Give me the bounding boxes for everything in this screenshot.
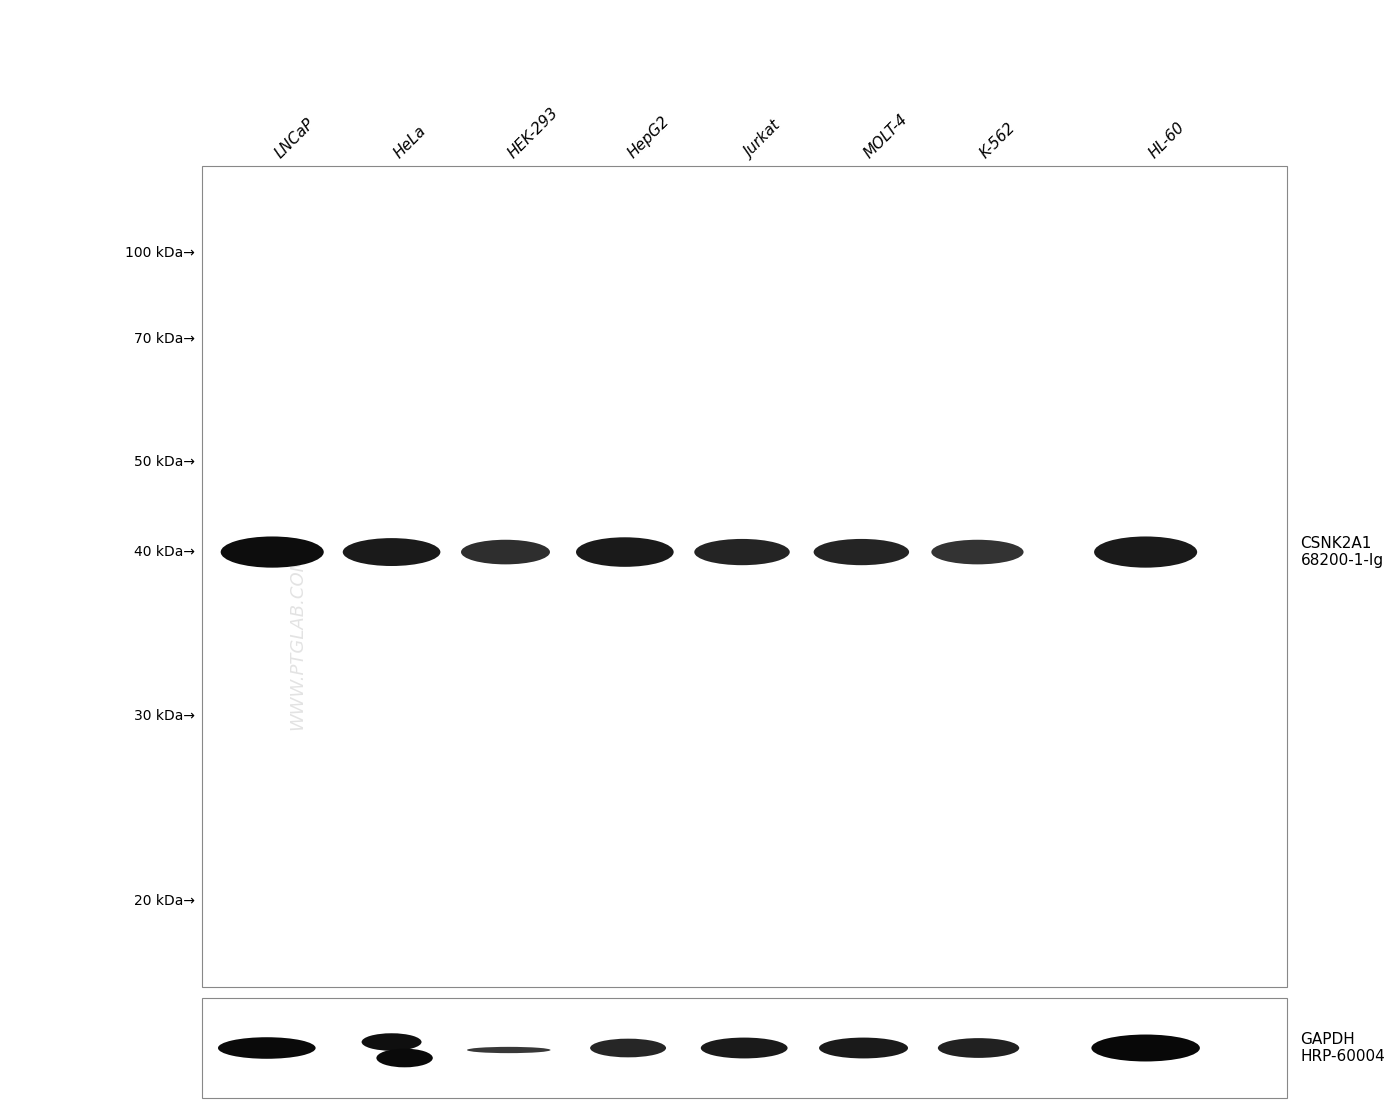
Ellipse shape	[362, 1034, 421, 1050]
Ellipse shape	[694, 539, 790, 566]
Ellipse shape	[932, 540, 1024, 564]
Ellipse shape	[576, 537, 673, 567]
Text: WWW.PTGLAB.COM: WWW.PTGLAB.COM	[288, 554, 306, 731]
Text: HeLa: HeLa	[392, 123, 430, 161]
Text: 70 kDa→: 70 kDa→	[134, 332, 195, 346]
Ellipse shape	[590, 1039, 666, 1057]
Text: 30 kDa→: 30 kDa→	[134, 709, 195, 723]
Text: 20 kDa→: 20 kDa→	[134, 894, 195, 908]
Ellipse shape	[342, 538, 441, 566]
Text: LNCaP: LNCaP	[273, 115, 317, 161]
Text: Jurkat: Jurkat	[741, 119, 785, 161]
Text: HEK-293: HEK-293	[505, 104, 562, 161]
Text: GAPDH
HRP-60004: GAPDH HRP-60004	[1301, 1031, 1385, 1065]
Ellipse shape	[1092, 1035, 1200, 1061]
Text: K-562: K-562	[978, 120, 1018, 161]
Ellipse shape	[460, 540, 549, 564]
Ellipse shape	[1095, 537, 1198, 568]
Ellipse shape	[814, 539, 910, 566]
Ellipse shape	[938, 1038, 1020, 1058]
Text: 40 kDa→: 40 kDa→	[134, 545, 195, 559]
Text: CSNK2A1
68200-1-Ig: CSNK2A1 68200-1-Ig	[1301, 536, 1384, 568]
Ellipse shape	[819, 1038, 908, 1058]
Ellipse shape	[377, 1049, 433, 1067]
Text: 50 kDa→: 50 kDa→	[134, 455, 195, 469]
Text: 100 kDa→: 100 kDa→	[125, 245, 195, 260]
Ellipse shape	[218, 1037, 316, 1059]
Ellipse shape	[701, 1038, 787, 1058]
Ellipse shape	[221, 537, 324, 568]
Text: HepG2: HepG2	[625, 113, 672, 161]
Ellipse shape	[467, 1047, 551, 1054]
Text: HL-60: HL-60	[1146, 119, 1188, 161]
Text: MOLT-4: MOLT-4	[861, 111, 911, 161]
